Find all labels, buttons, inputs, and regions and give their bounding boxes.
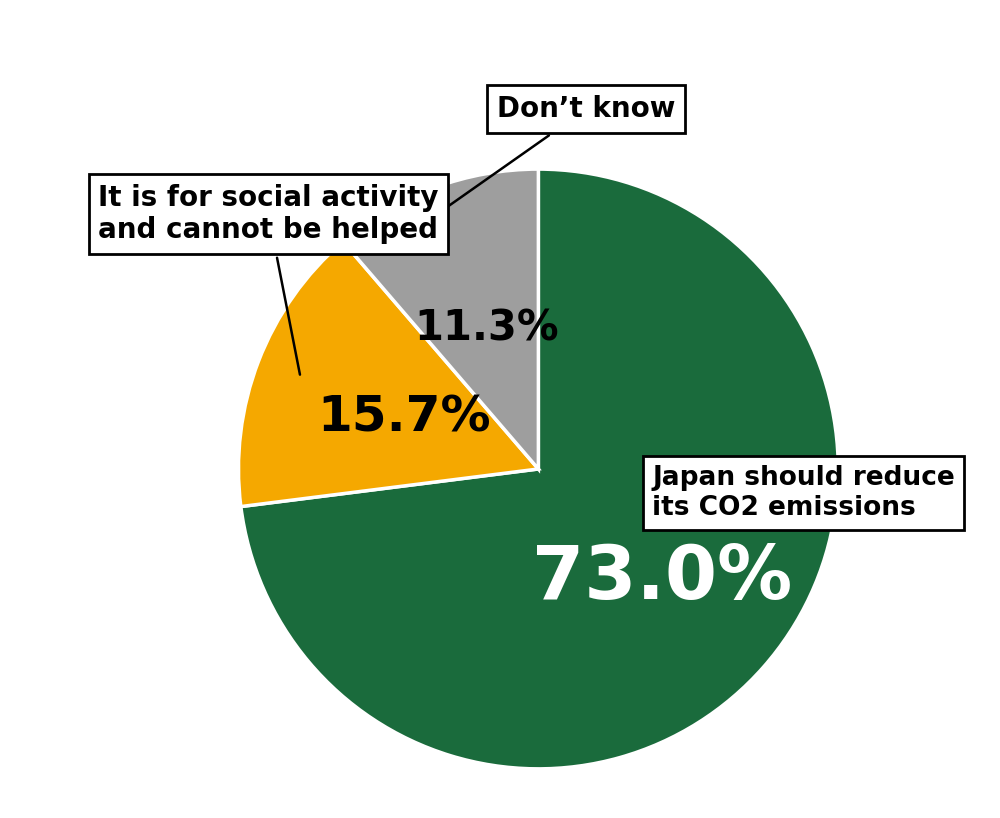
Text: 15.7%: 15.7% bbox=[317, 393, 491, 441]
Text: It is for social activity
and cannot be helped: It is for social activity and cannot be … bbox=[98, 184, 439, 375]
Wedge shape bbox=[238, 241, 538, 506]
Text: 73.0%: 73.0% bbox=[532, 542, 792, 614]
Text: Don’t know: Don’t know bbox=[445, 95, 676, 209]
Text: 11.3%: 11.3% bbox=[414, 308, 559, 349]
Text: Japan should reduce
its CO2 emissions: Japan should reduce its CO2 emissions bbox=[652, 465, 955, 521]
Wedge shape bbox=[241, 169, 838, 769]
Wedge shape bbox=[343, 169, 538, 469]
